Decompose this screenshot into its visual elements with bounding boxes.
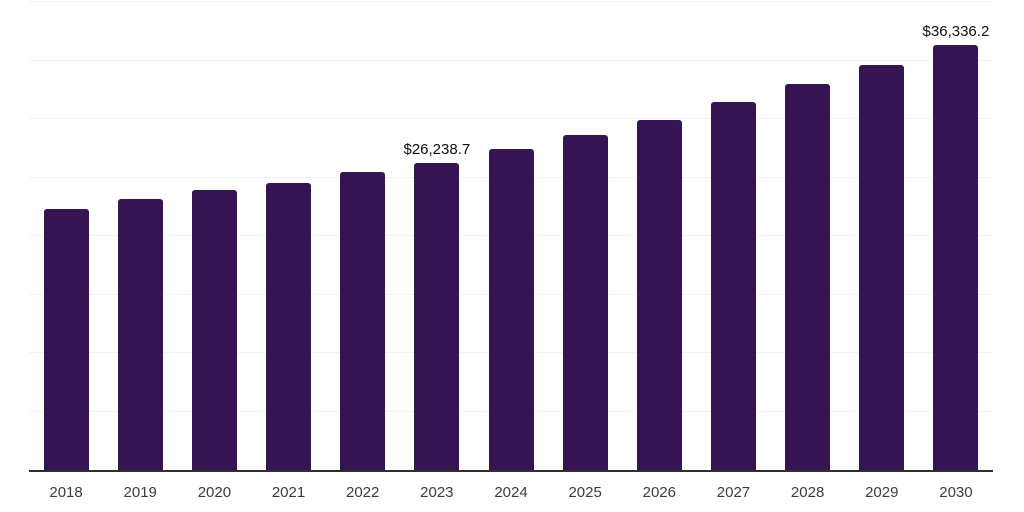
data-label-2030: $36,336.2 — [922, 22, 990, 40]
x-tick-2024: 2024 — [494, 484, 528, 501]
x-tick-2020: 2020 — [197, 484, 232, 501]
data-label-2023: $26,238.7 — [403, 141, 471, 159]
bar-2022[interactable] — [340, 172, 386, 470]
x-tick-2027: 2027 — [716, 484, 751, 501]
bar-2029[interactable] — [859, 65, 905, 470]
bar-2021[interactable] — [266, 183, 312, 470]
bar-2027[interactable] — [710, 102, 756, 470]
bar-2018[interactable] — [43, 209, 89, 470]
x-tick-2023: 2023 — [420, 484, 454, 501]
gridline-30000 — [29, 118, 993, 119]
x-tick-2022: 2022 — [346, 484, 380, 501]
x-tick-2018: 2018 — [49, 484, 83, 501]
bar-2019[interactable] — [117, 198, 163, 470]
x-tick-2026: 2026 — [642, 484, 676, 501]
bar-2023[interactable] — [414, 163, 460, 470]
x-tick-2029: 2029 — [865, 484, 899, 501]
x-tick-2030: 2030 — [939, 484, 973, 501]
bar-2024[interactable] — [488, 149, 534, 470]
gridline-35000 — [29, 59, 993, 61]
x-tick-2025: 2025 — [568, 484, 602, 501]
x-tick-2028: 2028 — [790, 484, 825, 501]
bar-2026[interactable] — [636, 120, 682, 470]
bar-2020[interactable] — [191, 190, 237, 470]
bar-2030[interactable] — [933, 44, 979, 470]
bar-2028[interactable] — [785, 83, 831, 470]
x-tick-2019: 2019 — [123, 484, 157, 501]
x-axis: 2018 2019 2020 2021 2022 2023 2024 2025 2026 2027… — [29, 472, 993, 512]
plot-area: $26,238.7 $36,336.2 — [29, 1, 993, 472]
x-tick-2021: 2021 — [271, 484, 306, 501]
bar-2025[interactable] — [562, 135, 608, 470]
gridline-40000 — [29, 1, 993, 2]
